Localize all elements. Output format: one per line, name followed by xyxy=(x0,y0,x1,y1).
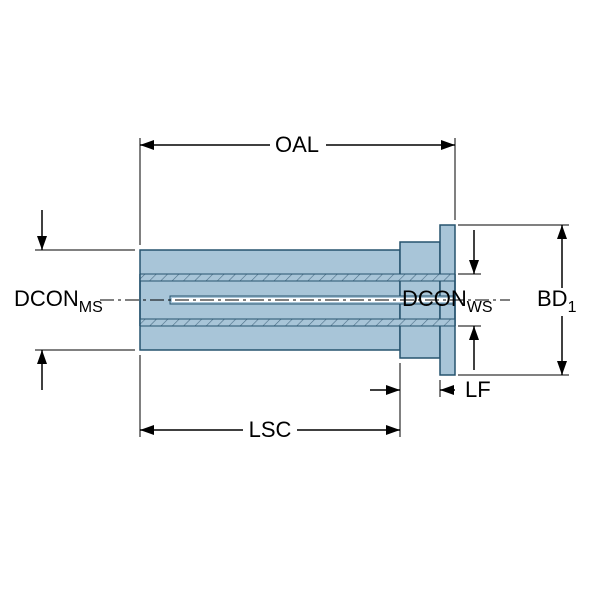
dim-lsc: LSC xyxy=(140,355,400,442)
dim-oal: OAL xyxy=(140,128,455,245)
label-bd1: BD1 xyxy=(537,286,577,316)
label-lsc: LSC xyxy=(249,417,292,442)
label-oal: OAL xyxy=(275,132,319,157)
label-lf: LF xyxy=(465,377,491,402)
label-dcon-ms: DCONMS xyxy=(14,286,103,316)
dim-dcon-ms: DCONMS xyxy=(14,210,135,390)
engineering-drawing: OAL LSC LF DCONMS xyxy=(0,0,600,600)
dim-lf: LF xyxy=(370,377,491,402)
